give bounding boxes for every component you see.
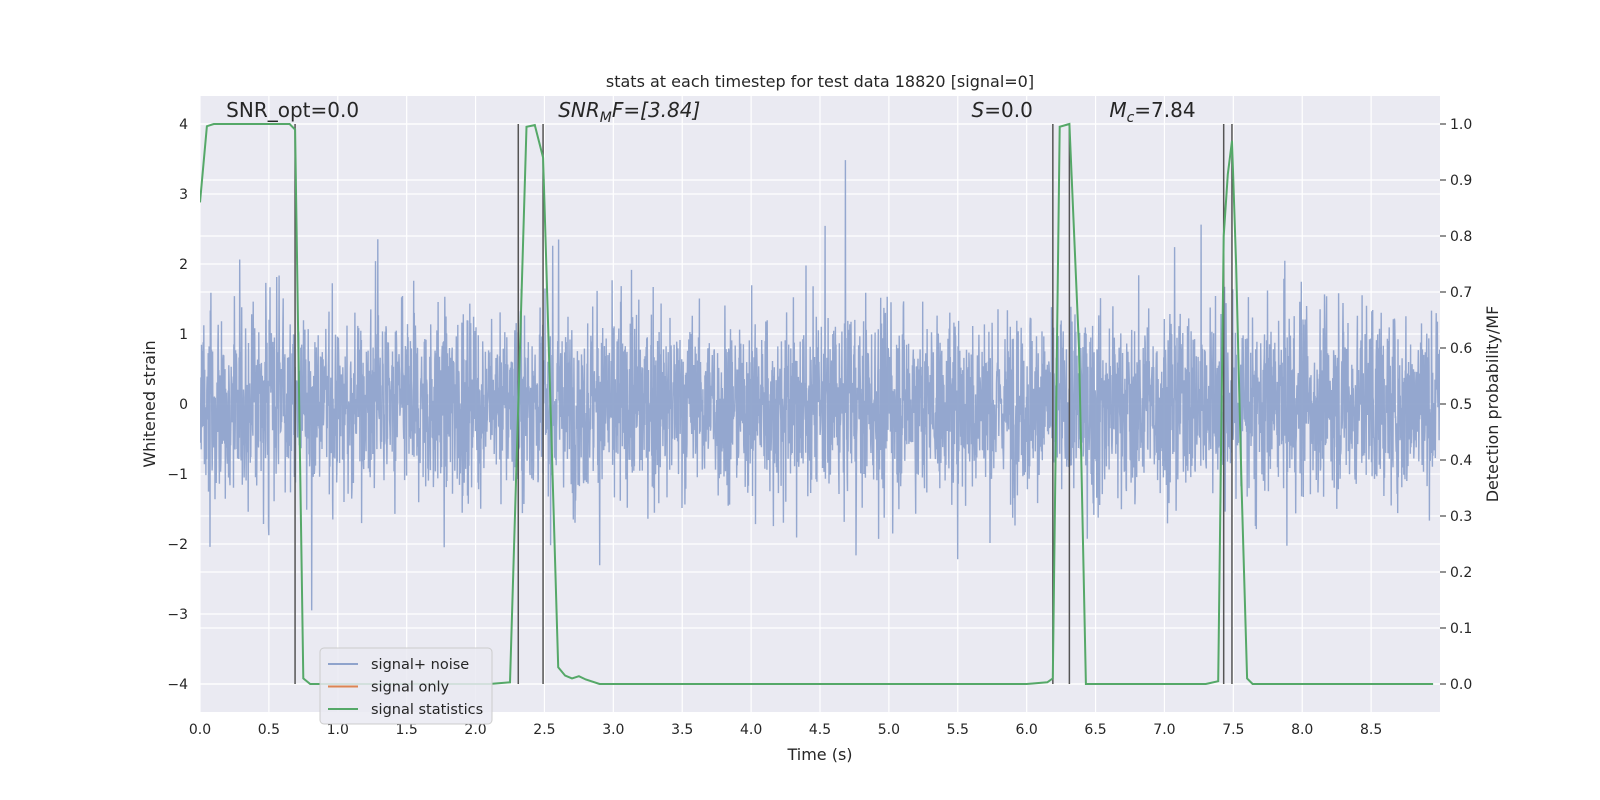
annotation-text: SNRMF=[3.84] (558, 98, 700, 126)
series-signal-statistics-layer (200, 122, 1434, 685)
y-axis-ticks-left: −4 −3 −2 −1 0 1 2 3 4 (167, 117, 188, 693)
y-tick-label-right: 0.6 (1450, 341, 1472, 357)
y-tick-label: 3 (179, 187, 188, 203)
y-tick-label: −2 (167, 537, 188, 553)
x-tick-label: 3.0 (602, 722, 624, 738)
y-tick-label-right: 1.0 (1450, 117, 1472, 133)
annotations: SNR_opt=0.0 SNRMF=[3.84] S=0.0 Mc=7.84 (226, 98, 1195, 126)
series-line-signal-noise (200, 160, 1440, 611)
annotation-text: S=0.0 (972, 98, 1033, 122)
x-tick-label: 0.5 (258, 722, 280, 738)
legend-label: signal+ noise (371, 657, 469, 673)
legend-label: signal only (371, 680, 450, 696)
x-axis-ticks: 0.0 0.5 1.0 1.5 2.0 2.5 3.0 3.5 4.0 4.5 5.0 5.5 6.0 6… (189, 722, 1382, 738)
x-tick-label: 7.5 (1222, 722, 1244, 738)
y-axis-label-left: Whitened strain (140, 340, 159, 467)
y-tick-label: 4 (179, 117, 188, 133)
y-tick-label-right: 0.3 (1450, 509, 1472, 525)
x-tick-label: 8.5 (1360, 722, 1382, 738)
chart-title: stats at each timestep for test data 188… (606, 72, 1034, 91)
legend-box (319, 647, 493, 725)
series-signal-noise (200, 160, 1440, 611)
x-tick-label: 8.0 (1291, 722, 1313, 738)
y-axis-ticks-right: 0.0 0.1 0.2 0.3 0.4 0.5 0.6 0.7 0.8 0.9 1.0 (1440, 117, 1472, 693)
y-tick-label: −4 (167, 677, 188, 693)
x-tick-label: 5.5 (947, 722, 969, 738)
y-axis-label-right: Detection probability/MF (1483, 306, 1502, 503)
y-tick-label: 1 (179, 327, 188, 343)
annotation-text: Mc=7.84 (1109, 98, 1195, 126)
x-tick-label: 4.0 (740, 722, 762, 738)
legend-label: signal statistics (371, 702, 483, 718)
x-tick-label: 3.5 (671, 722, 693, 738)
y-tick-label: 0 (179, 397, 188, 413)
y-tick-label-right: 0.8 (1450, 229, 1472, 245)
legend: signal+ noise signal only signal statistic… (319, 647, 493, 725)
y-tick-label-right: 0.0 (1450, 677, 1472, 693)
x-tick-label: 6.5 (1084, 722, 1106, 738)
x-axis-label: Time (s) (786, 745, 852, 764)
x-tick-label: 6.0 (1016, 722, 1038, 738)
y-tick-label-right: 0.9 (1450, 173, 1472, 189)
y-tick-label-right: 0.7 (1450, 285, 1472, 301)
y-tick-label: 2 (179, 257, 188, 273)
annotation-text: SNR_opt=0.0 (226, 98, 359, 122)
series-line-signal-statistics (200, 122, 1434, 685)
x-tick-label: 1.5 (396, 722, 418, 738)
x-tick-label: 0.0 (189, 722, 211, 738)
y-tick-label-right: 0.2 (1450, 565, 1472, 581)
x-tick-label: 2.0 (464, 722, 486, 738)
x-tick-label: 5.0 (878, 722, 900, 738)
x-tick-label: 4.5 (809, 722, 831, 738)
y-tick-label: −1 (167, 467, 188, 483)
x-tick-label: 2.5 (533, 722, 555, 738)
y-tick-label-right: 0.4 (1450, 453, 1472, 469)
x-tick-label: 1.0 (327, 722, 349, 738)
y-tick-label-right: 0.1 (1450, 621, 1472, 637)
x-tick-label: 7.0 (1153, 722, 1175, 738)
y-tick-label: −3 (167, 607, 188, 623)
y-tick-label-right: 0.5 (1450, 397, 1472, 413)
